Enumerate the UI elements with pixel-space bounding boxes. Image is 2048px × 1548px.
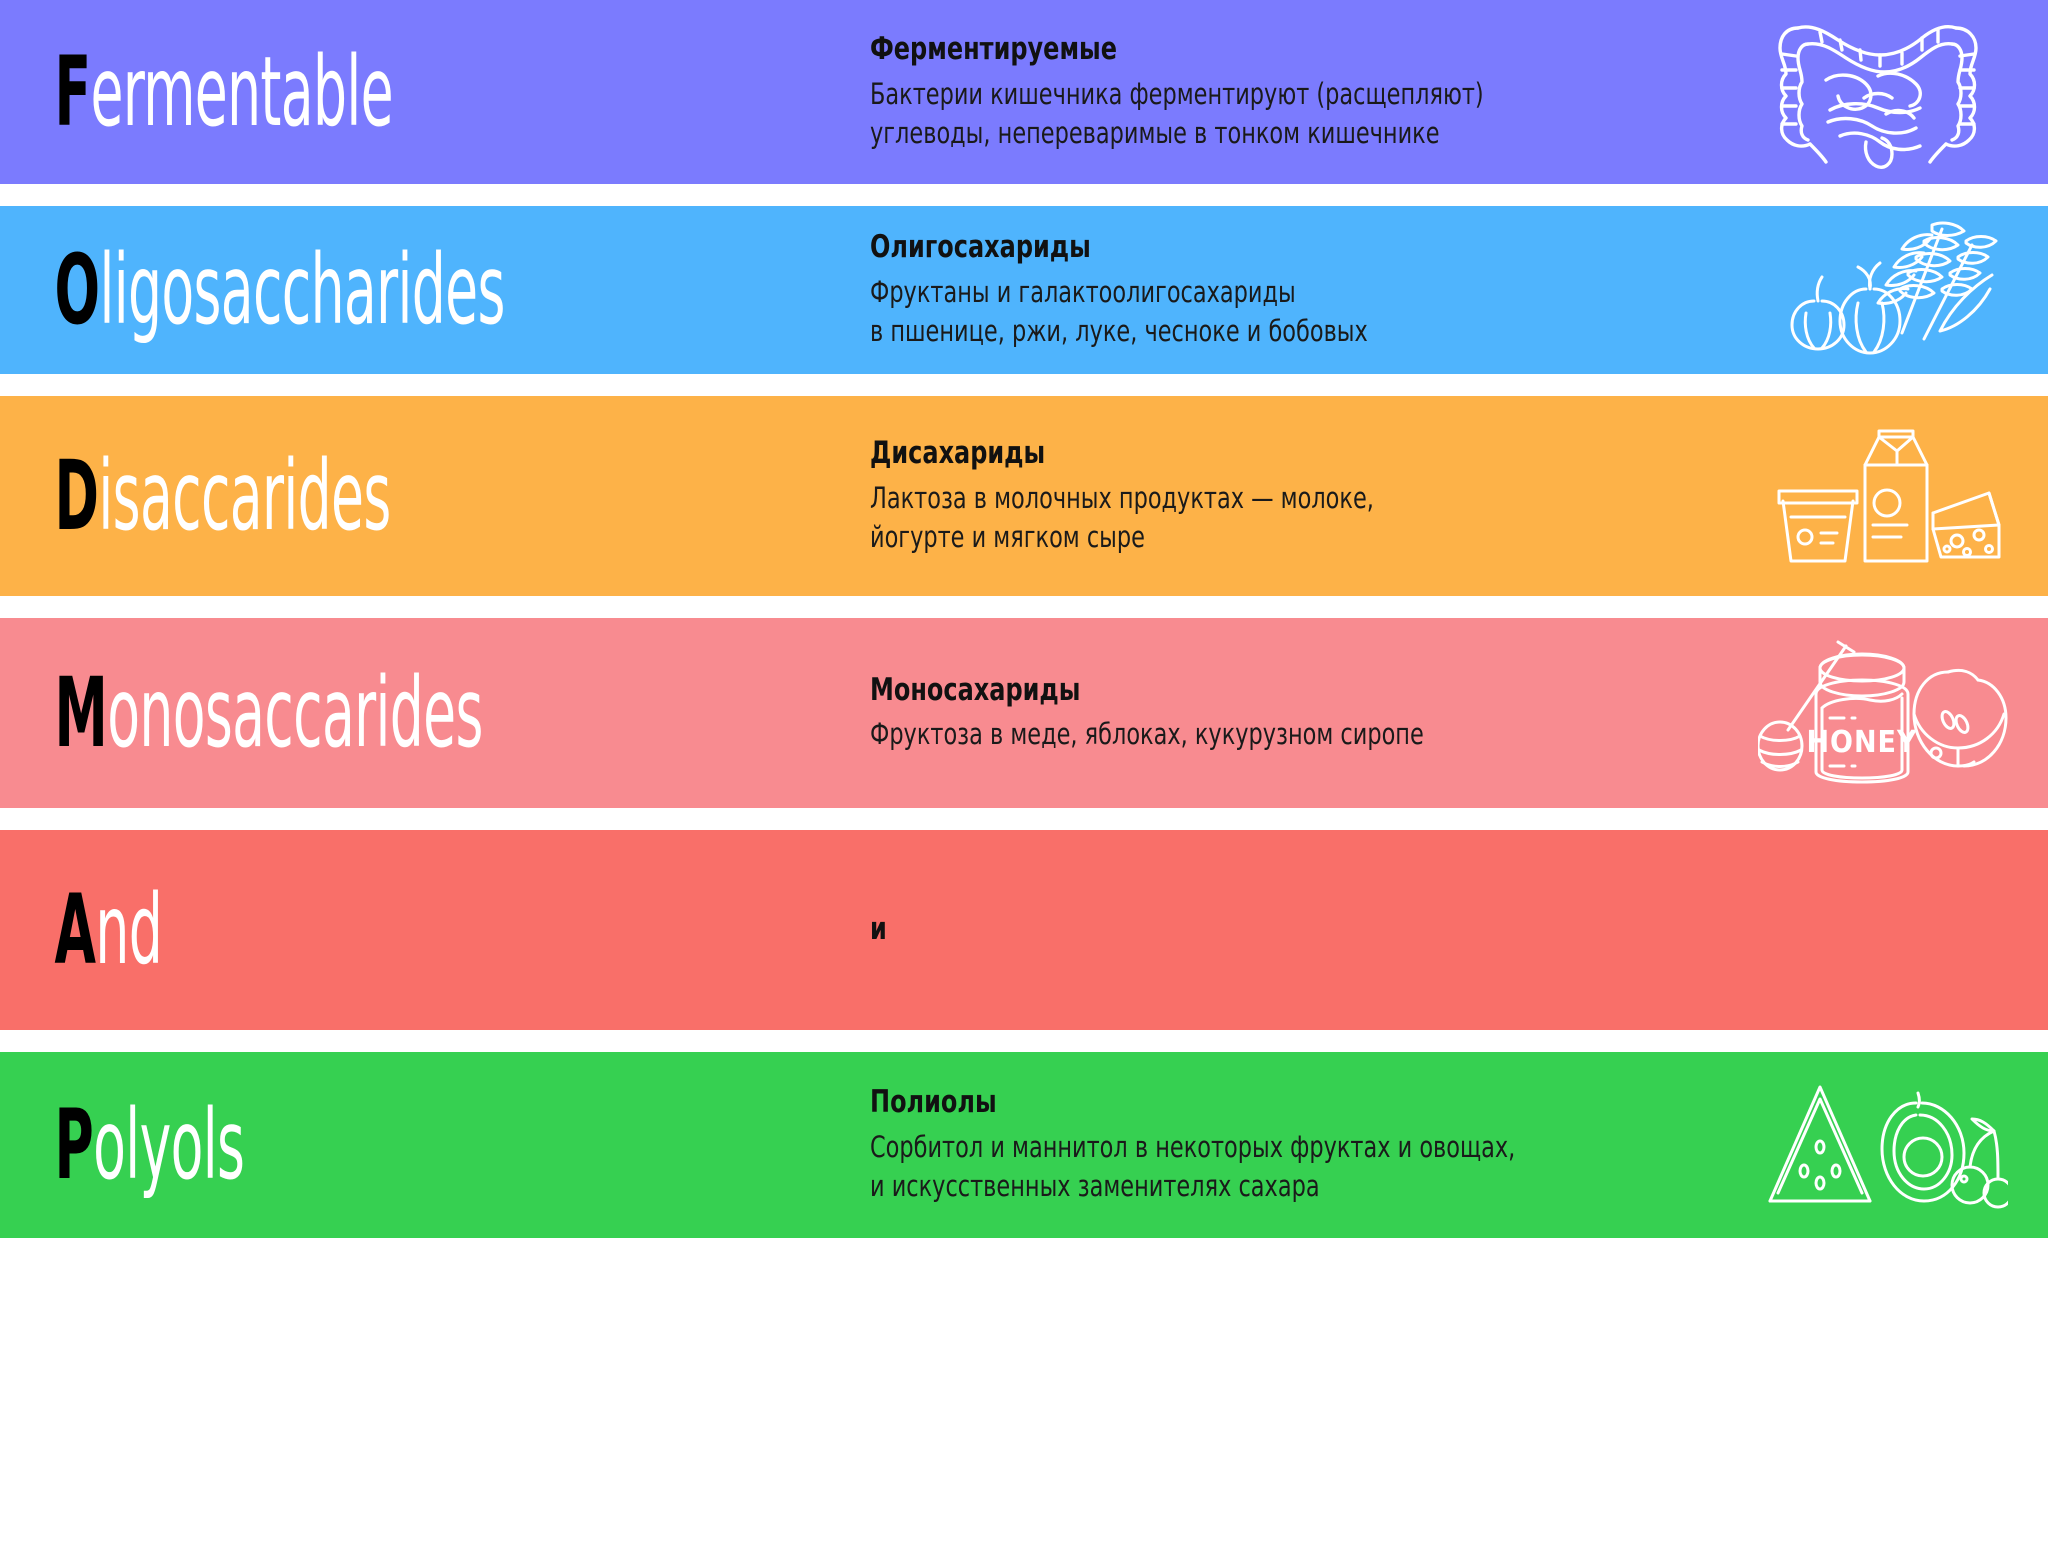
- text-column-polyols: Полиолы Сорбитол и маннитол в некоторых …: [860, 1084, 1718, 1206]
- ru-title-disaccarides: Дисахариды: [870, 434, 1046, 471]
- ru-desc-monosaccarides: Фруктоза в меде, яблоках, кукурузном сир…: [870, 717, 1424, 752]
- gap-1: [0, 184, 2048, 206]
- illustration-dairy: [1718, 396, 2048, 596]
- word-fermentable: Fermentable: [0, 44, 533, 140]
- word-remainder-polyols: olyols: [93, 1089, 245, 1201]
- illustration-intestine: [1718, 0, 2048, 184]
- word-and: And: [0, 882, 533, 978]
- text-column-fermentable: Ферментируемые Бактерии кишечника фермен…: [860, 31, 1718, 153]
- ru-desc-disaccarides: Лактоза в молочных продуктах — молоке, й…: [870, 480, 1374, 554]
- row-fermentable: Fermentable Ферментируемые Бактерии кише…: [0, 0, 2048, 184]
- illustration-fruit-veg: [1718, 1052, 2048, 1238]
- illustration-wheat-onion: [1718, 206, 2048, 374]
- word-polyols: Polyols: [0, 1097, 533, 1193]
- initial-letter-a: A: [54, 874, 96, 986]
- text-column-disaccarides: Дисахариды Лактоза в молочных продуктах …: [860, 435, 1718, 557]
- ru-desc-fermentable: Бактерии кишечника ферментируют (расщепл…: [870, 76, 1484, 150]
- text-column-monosaccarides: Моносахариды Фруктоза в меде, яблоках, к…: [860, 672, 1718, 755]
- row-and: And и: [0, 830, 2048, 1030]
- initial-letter-o: O: [54, 234, 101, 346]
- initial-letter-m: M: [54, 657, 108, 769]
- gap-4: [0, 808, 2048, 830]
- illustration-honey-apple: HONEY: [1718, 618, 2048, 808]
- gap-2: [0, 374, 2048, 396]
- honey-label: HONEY: [1806, 725, 1917, 760]
- word-remainder-fermentable: ermentable: [90, 36, 394, 148]
- text-column-oligosaccharides: Олигосахариды Фруктаны и галактоолигосах…: [860, 229, 1718, 351]
- ru-desc-polyols: Сорбитол и маннитол в некоторых фруктах …: [870, 1129, 1516, 1203]
- row-oligosaccharides: Oligosaccharides Олигосахариды Фруктаны …: [0, 206, 2048, 374]
- word-disaccarides: Disaccarides: [0, 448, 533, 544]
- word-remainder-and: nd: [95, 874, 163, 986]
- ru-title-polyols: Полиолы: [870, 1083, 997, 1120]
- initial-letter-p: P: [54, 1089, 94, 1201]
- gap-3: [0, 596, 2048, 618]
- row-monosaccarides: Monosaccarides Моносахариды Фруктоза в м…: [0, 618, 2048, 808]
- ru-title-oligosaccharides: Олигосахариды: [870, 228, 1091, 265]
- word-monosaccarides: Monosaccarides: [0, 665, 533, 761]
- ru-title-fermentable: Ферментируемые: [870, 30, 1118, 67]
- word-remainder-disaccarides: isaccarides: [98, 440, 391, 552]
- ru-title-and: и: [870, 911, 887, 948]
- ru-title-monosaccarides: Моносахариды: [870, 671, 1081, 708]
- initial-letter-f: F: [54, 36, 92, 148]
- word-oligosaccharides: Oligosaccharides: [0, 242, 533, 338]
- word-remainder-monosaccarides: onosaccarides: [107, 657, 483, 769]
- gap-5: [0, 1030, 2048, 1052]
- row-disaccarides: Disaccarides Дисахариды Лактоза в молочн…: [0, 396, 2048, 596]
- initial-letter-d: D: [54, 440, 99, 552]
- word-remainder-oligosaccharides: ligosaccharides: [99, 234, 505, 346]
- row-polyols: Polyols Полиолы Сорбитол и маннитол в не…: [0, 1052, 2048, 1238]
- ru-desc-oligosaccharides: Фруктаны и галактоолигосахариды в пшениц…: [870, 274, 1368, 348]
- text-column-and: и: [860, 911, 1718, 949]
